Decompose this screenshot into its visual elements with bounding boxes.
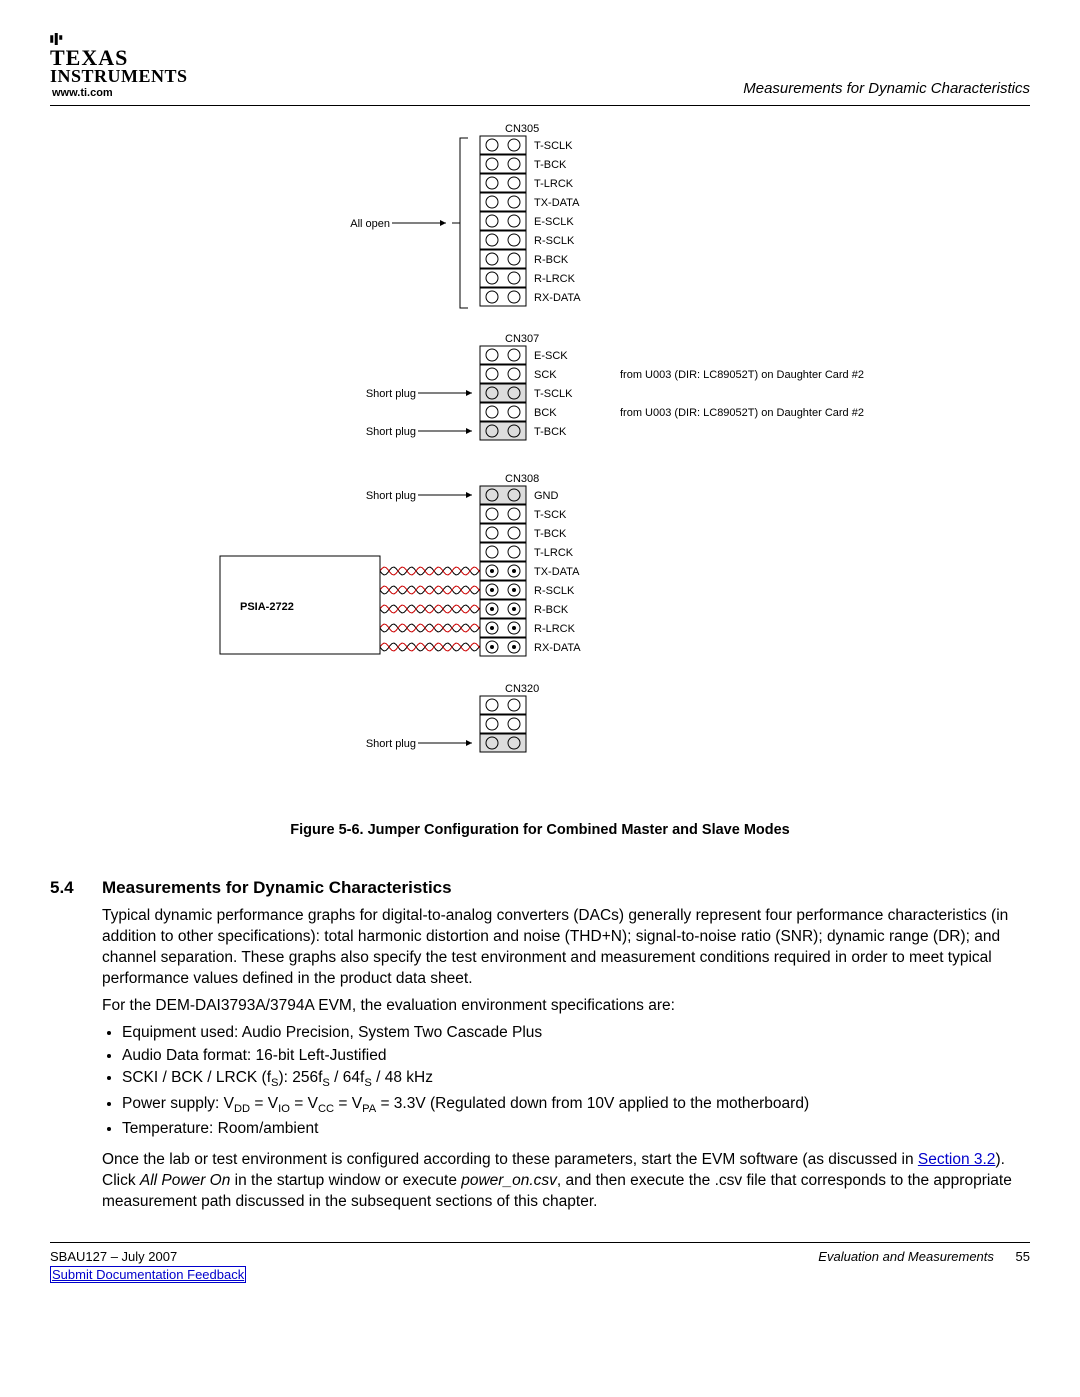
svg-text:T-BCK: T-BCK	[534, 426, 567, 438]
cn307-header: CN307	[505, 333, 539, 345]
svg-text:R-LRCK: R-LRCK	[534, 623, 576, 635]
svg-text:T-SCLK: T-SCLK	[534, 140, 573, 152]
para3: Once the lab or test environment is conf…	[102, 1150, 1030, 1213]
svg-text:RX-DATA: RX-DATA	[534, 292, 581, 304]
footer-rule	[50, 1242, 1030, 1243]
svg-text:T-BCK: T-BCK	[534, 528, 567, 540]
chapter-title: Evaluation and Measurements	[818, 1249, 994, 1264]
para1: Typical dynamic performance graphs for d…	[102, 906, 1030, 990]
page-header: TEXAS INSTRUMENTS www.ti.com Measurement…	[50, 30, 1030, 99]
section-heading: 5.4 Measurements for Dynamic Characteris…	[50, 878, 1030, 898]
figure-caption: Figure 5-6. Jumper Configuration for Com…	[50, 822, 1030, 838]
svg-text:GND: GND	[534, 490, 559, 502]
svg-text:R-SCLK: R-SCLK	[534, 235, 575, 247]
svg-text:Short plug: Short plug	[366, 426, 416, 438]
list-item: Audio Data format: 16-bit Left-Justified	[122, 1046, 1030, 1067]
page-number: 55	[1016, 1249, 1030, 1264]
list-item: Temperature: Room/ambient	[122, 1119, 1030, 1140]
svg-text:R-BCK: R-BCK	[534, 254, 569, 266]
svg-text:RX-DATA: RX-DATA	[534, 642, 581, 654]
cn305-header: CN305	[505, 123, 539, 135]
para2: For the DEM-DAI3793A/3794A EVM, the eval…	[102, 996, 1030, 1017]
page-footer: SBAU127 – July 2007 Submit Documentation…	[50, 1249, 1030, 1283]
doc-id: SBAU127 – July 2007	[50, 1249, 246, 1264]
feedback-link[interactable]: Submit Documentation Feedback	[50, 1266, 246, 1283]
svg-text:R-BCK: R-BCK	[534, 604, 569, 616]
svg-text:TX-DATA: TX-DATA	[534, 197, 580, 209]
list-item: Equipment used: Audio Precision, System …	[122, 1023, 1030, 1044]
list-item: SCKI / BCK / LRCK (fS): 256fS / 64fS / 4…	[122, 1068, 1030, 1091]
svg-text:TX-DATA: TX-DATA	[534, 566, 580, 578]
brace-line	[452, 138, 468, 308]
jumper-diagram: CN305 T-SCLK T-BCK T-LRCK TX-DATA E-SCLK R-SC…	[50, 122, 1030, 812]
brand-url: www.ti.com	[52, 87, 113, 99]
header-rule	[50, 105, 1030, 106]
svg-text:Short plug: Short plug	[366, 738, 416, 750]
svg-text:R-LRCK: R-LRCK	[534, 273, 576, 285]
cn320-header: CN320	[505, 683, 539, 695]
svg-text:T-SCK: T-SCK	[534, 509, 567, 521]
svg-text:T-LRCK: T-LRCK	[534, 178, 574, 190]
svg-text:BCK: BCK	[534, 407, 557, 419]
arrowhead-icon	[440, 220, 446, 226]
psia-label: PSIA-2722	[240, 601, 294, 613]
ti-logo: TEXAS INSTRUMENTS www.ti.com	[50, 30, 188, 99]
svg-text:T-LRCK: T-LRCK	[534, 547, 574, 559]
cn308-header: CN308	[505, 473, 539, 485]
svg-text:from U003 (DIR: LC89052T) on D: from U003 (DIR: LC89052T) on Daughter Ca…	[620, 369, 864, 381]
svg-text:SCK: SCK	[534, 369, 557, 381]
section-title: Measurements for Dynamic Characteristics	[102, 878, 452, 898]
svg-text:from U003 (DIR: LC89052T) on D: from U003 (DIR: LC89052T) on Daughter Ca…	[620, 407, 864, 419]
svg-text:E-SCLK: E-SCLK	[534, 216, 574, 228]
svg-text:E-SCK: E-SCK	[534, 350, 568, 362]
header-section-title: Measurements for Dynamic Characteristics	[743, 80, 1030, 99]
brand-line2: INSTRUMENTS	[50, 66, 188, 87]
section-3-2-link[interactable]: Section 3.2	[918, 1151, 996, 1168]
section-number: 5.4	[50, 878, 84, 898]
svg-text:T-BCK: T-BCK	[534, 159, 567, 171]
svg-text:Short plug: Short plug	[366, 490, 416, 502]
spec-list: Equipment used: Audio Precision, System …	[122, 1023, 1030, 1140]
svg-text:R-SCLK: R-SCLK	[534, 585, 575, 597]
svg-text:Short plug: Short plug	[366, 388, 416, 400]
svg-text:T-SCLK: T-SCLK	[534, 388, 573, 400]
list-item: Power supply: VDD = VIO = VCC = VPA = 3.…	[122, 1094, 1030, 1117]
cn305-allopen: All open	[350, 218, 390, 230]
